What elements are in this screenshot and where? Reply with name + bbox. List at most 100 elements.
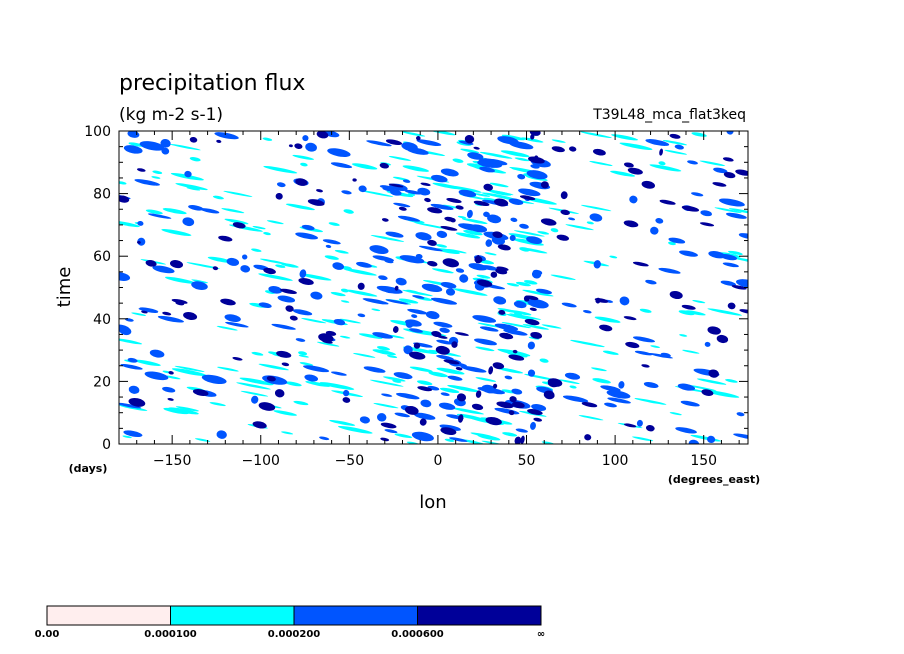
precip-cell	[701, 389, 714, 396]
precip-cell	[340, 288, 349, 293]
precip-cell	[191, 279, 209, 284]
precip-cell	[333, 318, 346, 326]
x-tick-label: 150	[690, 453, 717, 469]
precip-cell	[514, 157, 530, 162]
precip-cell	[432, 268, 454, 274]
precip-cell	[381, 218, 389, 222]
precip-cell	[263, 232, 271, 236]
precip-cell	[357, 313, 366, 318]
precip-cell	[632, 261, 649, 267]
precip-cell	[436, 248, 460, 255]
precip-cell	[301, 224, 315, 231]
precip-cell	[332, 262, 345, 270]
precip-cell	[402, 289, 433, 297]
precip-cell	[316, 341, 340, 347]
precip-cell	[357, 282, 365, 290]
x-axis-label: lon	[419, 492, 446, 513]
precip-cell	[594, 316, 621, 323]
precip-cell	[456, 413, 484, 420]
precip-cell	[342, 389, 350, 397]
precip-cell	[457, 215, 467, 219]
precip-cell	[565, 224, 594, 231]
precip-cell	[251, 395, 259, 404]
precip-cell	[655, 218, 664, 224]
precip-cell	[472, 315, 497, 323]
precip-cell	[379, 185, 396, 190]
precip-cell	[442, 204, 461, 209]
precip-cell	[295, 232, 318, 240]
precip-cell	[716, 334, 729, 344]
precip-cell	[452, 158, 464, 163]
precip-cell	[169, 143, 201, 151]
precip-cell	[144, 371, 169, 381]
precip-cell	[189, 136, 198, 143]
precip-cell	[214, 132, 239, 140]
precip-cell	[194, 438, 211, 442]
precip-cell	[551, 139, 566, 143]
precip-cell	[258, 363, 289, 371]
precip-cell	[487, 214, 502, 224]
precip-cell	[668, 237, 686, 244]
precip-cell	[514, 312, 522, 317]
precip-cell	[499, 332, 514, 340]
precip-cell	[236, 382, 271, 390]
y-tick-label: 20	[93, 374, 111, 390]
precip-cell	[281, 431, 294, 435]
y-tick-label: 0	[102, 437, 111, 453]
precip-cell	[498, 309, 506, 315]
precip-cell	[444, 438, 455, 442]
precip-cell	[530, 331, 543, 339]
precip-cell	[607, 397, 631, 404]
precip-cell	[540, 181, 549, 189]
precip-cell	[216, 325, 238, 331]
precip-cell	[481, 440, 507, 444]
precip-cell	[392, 379, 402, 383]
precip-cell	[160, 139, 171, 148]
precip-cell	[517, 174, 526, 180]
precip-cell	[151, 176, 161, 179]
precip-cell	[327, 148, 351, 157]
precip-cell	[582, 310, 592, 314]
precip-cell	[713, 167, 728, 174]
precip-cell	[451, 341, 458, 348]
precip-cell	[659, 148, 663, 156]
precip-cell	[460, 366, 487, 373]
precip-cell	[527, 409, 543, 415]
precip-cell	[377, 346, 390, 351]
precip-cell	[705, 390, 740, 398]
precip-cell	[201, 374, 227, 385]
precip-cell	[421, 283, 443, 293]
y-axis-label: time	[54, 267, 75, 308]
precip-cell	[294, 143, 303, 149]
precip-cell	[427, 239, 437, 246]
precip-cell	[502, 432, 518, 437]
precip-cell	[301, 317, 327, 324]
precip-cell	[164, 375, 181, 380]
precip-cell	[558, 379, 580, 384]
precip-cell	[225, 321, 249, 328]
precip-cell	[330, 292, 346, 297]
precip-cell	[439, 387, 460, 394]
precip-cell	[427, 260, 438, 267]
precip-cell	[679, 250, 698, 257]
precip-cell	[353, 353, 376, 358]
precip-cell	[305, 142, 317, 152]
precip-cell	[298, 278, 314, 285]
precip-cell	[424, 197, 431, 203]
precip-cell	[168, 371, 174, 375]
precip-cell	[394, 412, 410, 418]
precip-cell	[692, 300, 706, 304]
precip-cell	[438, 402, 456, 410]
precip-cell	[413, 342, 421, 349]
precip-cell	[435, 244, 448, 248]
precip-cell	[569, 146, 577, 152]
precip-cell	[658, 267, 681, 274]
precip-cell	[736, 412, 745, 417]
precip-cell	[258, 402, 276, 411]
precip-cell	[280, 288, 297, 295]
precip-cell	[501, 389, 516, 394]
precip-cell	[224, 218, 249, 225]
precip-cell	[345, 289, 378, 297]
precip-cell	[484, 252, 497, 256]
precip-cell	[401, 131, 426, 137]
